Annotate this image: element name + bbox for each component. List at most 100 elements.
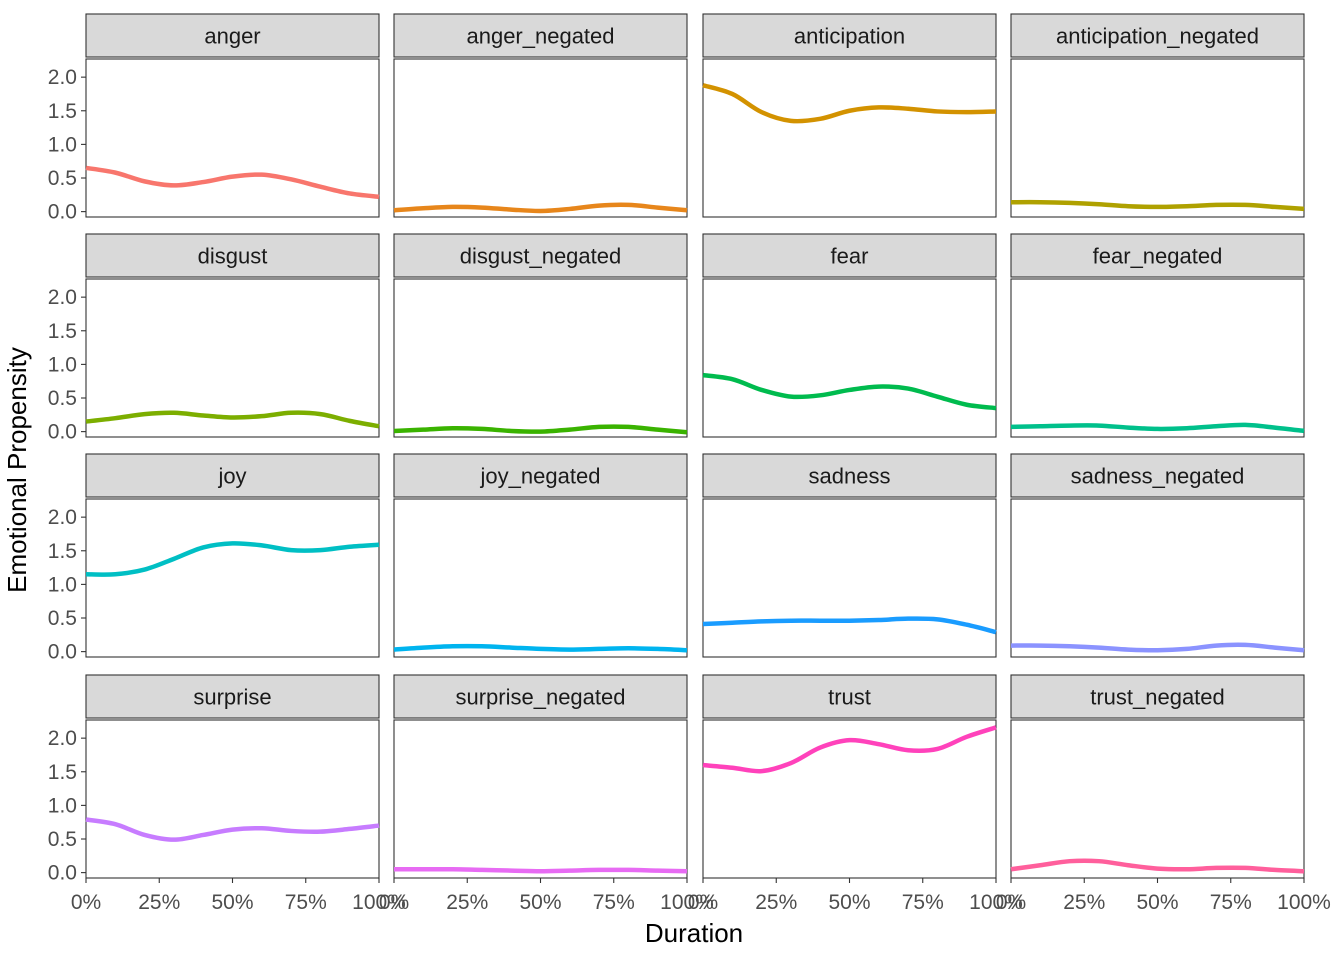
facet-panel-surprise: surprise 0.0 0.5 1.0 1.5 2.0 0% 25% 50% 75% 100%	[48, 674, 406, 914]
series-line-surprise_negated	[394, 866, 688, 874]
facet-strip-label: trust	[828, 685, 871, 710]
x-tick-label: 25%	[1063, 891, 1105, 914]
facet-panel-fear: fear	[702, 233, 997, 438]
y-tick-label: 1.5	[48, 540, 77, 563]
facet-strip-label: fear	[831, 244, 869, 269]
y-tick-label: 0.0	[48, 421, 77, 444]
facet-strip	[393, 233, 688, 278]
series-line-anticipation_negated	[1010, 199, 1305, 212]
x-tick-label: 100%	[1277, 891, 1331, 914]
facet-panel-sadness_negated: sadness_negated	[1010, 453, 1305, 658]
y-tick-label: 0.0	[48, 862, 77, 885]
facet-strip-label: sadness	[809, 464, 891, 489]
y-tick-label: 1.0	[48, 794, 77, 817]
x-tick-label: 75%	[593, 891, 635, 914]
panel-border	[85, 278, 380, 438]
facet-panel-anger_negated: anger_negated	[393, 13, 688, 218]
facet-strip	[393, 674, 688, 719]
y-tick-label: 0.5	[48, 607, 77, 630]
facet-strip	[85, 674, 380, 719]
facet-strip	[702, 453, 997, 498]
facet-strip-label: joy	[217, 464, 246, 489]
facet-strip-label: anticipation_negated	[1056, 24, 1259, 49]
facet-strip-label: anger_negated	[466, 24, 614, 49]
x-tick-label: 0%	[379, 891, 409, 914]
series-line-joy	[85, 541, 380, 577]
facet-strip	[702, 674, 997, 719]
panel-border	[393, 719, 688, 879]
facet-panel-anticipation: anticipation	[702, 13, 997, 218]
panel-border	[702, 58, 997, 218]
y-tick-label: 1.5	[48, 761, 77, 784]
x-tick-label: 50%	[211, 891, 253, 914]
facet-strip	[1010, 233, 1305, 278]
panel-border	[702, 498, 997, 658]
panel-border	[1010, 278, 1305, 438]
facet-strip-label: disgust_negated	[460, 244, 621, 269]
y-tick-label: 1.5	[48, 100, 77, 123]
x-tick-label: 0%	[71, 891, 101, 914]
facet-strip	[1010, 674, 1305, 719]
facet-panel-joy_negated: joy_negated	[393, 453, 688, 658]
series-line-sadness_negated	[1010, 642, 1305, 653]
facet-panel-anticipation_negated: anticipation_negated	[1010, 13, 1305, 218]
y-tick-label: 0.5	[48, 828, 77, 851]
x-tick-label: 50%	[519, 891, 561, 914]
y-tick-label: 0.0	[48, 201, 77, 224]
y-tick-label: 0.5	[48, 167, 77, 190]
x-tick-label: 50%	[1136, 891, 1178, 914]
series-line-disgust	[85, 410, 380, 429]
facet-strip-label: disgust	[198, 244, 268, 269]
facet-strip-label: joy_negated	[480, 464, 601, 489]
facet-panel-disgust: disgust 0.0 0.5 1.0 1.5 2.0	[48, 233, 380, 444]
y-tick-label: 0.5	[48, 387, 77, 410]
facet-strip-label: anger	[204, 24, 260, 49]
y-tick-label: 2.0	[48, 286, 77, 309]
series-line-trust_negated	[1010, 858, 1305, 874]
facet-strip	[1010, 453, 1305, 498]
x-tick-label: 50%	[828, 891, 870, 914]
panel-border	[85, 58, 380, 218]
series-line-anger	[85, 165, 380, 200]
facet-panel-trust_negated: trust_negated 0% 25% 50% 75% 100%	[996, 674, 1331, 914]
panel-border	[85, 719, 380, 879]
facet-strip	[393, 453, 688, 498]
series-line-sadness	[702, 616, 997, 635]
facet-strip	[85, 233, 380, 278]
facet-strip-label: surprise_negated	[455, 685, 625, 710]
y-tick-label: 1.0	[48, 133, 77, 156]
panel-border	[85, 498, 380, 658]
series-line-fear_negated	[1010, 422, 1305, 434]
x-tick-label: 75%	[1210, 891, 1252, 914]
series-line-joy_negated	[393, 643, 688, 653]
facet-strip-label: sadness_negated	[1071, 464, 1245, 489]
x-tick-label: 75%	[285, 891, 327, 914]
x-tick-label: 75%	[902, 891, 944, 914]
facet-strip	[85, 453, 380, 498]
series-line-anger_negated	[393, 202, 688, 214]
facet-strip-label: fear_negated	[1093, 244, 1223, 269]
panel-border	[1010, 58, 1305, 218]
facet-strip	[702, 13, 997, 58]
x-tick-label: 25%	[755, 891, 797, 914]
facet-panel-joy: joy 0.0 0.5 1.0 1.5 2.0	[48, 453, 380, 664]
facet-strip	[1010, 13, 1305, 58]
x-tick-label: 0%	[688, 891, 718, 914]
panel-border	[1010, 498, 1305, 658]
facet-panel-disgust_negated: disgust_negated	[393, 233, 688, 438]
y-axis-title: Emotional Propensity	[2, 347, 32, 593]
y-tick-label: 1.0	[48, 573, 77, 596]
facet-panel-trust: trust 0% 25% 50% 75% 100%	[688, 674, 1023, 914]
facet-panels: anger 0.0 0.5 1.0 1.5 2.0 anger_negated anticip…	[48, 13, 1331, 914]
x-tick-label: 100%	[969, 891, 1023, 914]
panel-border	[1010, 719, 1305, 879]
x-axis-title: Duration	[645, 918, 743, 948]
x-tick-label: 25%	[138, 891, 180, 914]
y-tick-label: 2.0	[48, 506, 77, 529]
x-tick-label: 100%	[660, 891, 714, 914]
facet-strip-label: anticipation	[794, 24, 905, 49]
y-tick-label: 1.0	[48, 353, 77, 376]
y-tick-label: 2.0	[48, 727, 77, 750]
y-tick-label: 0.0	[48, 641, 77, 664]
